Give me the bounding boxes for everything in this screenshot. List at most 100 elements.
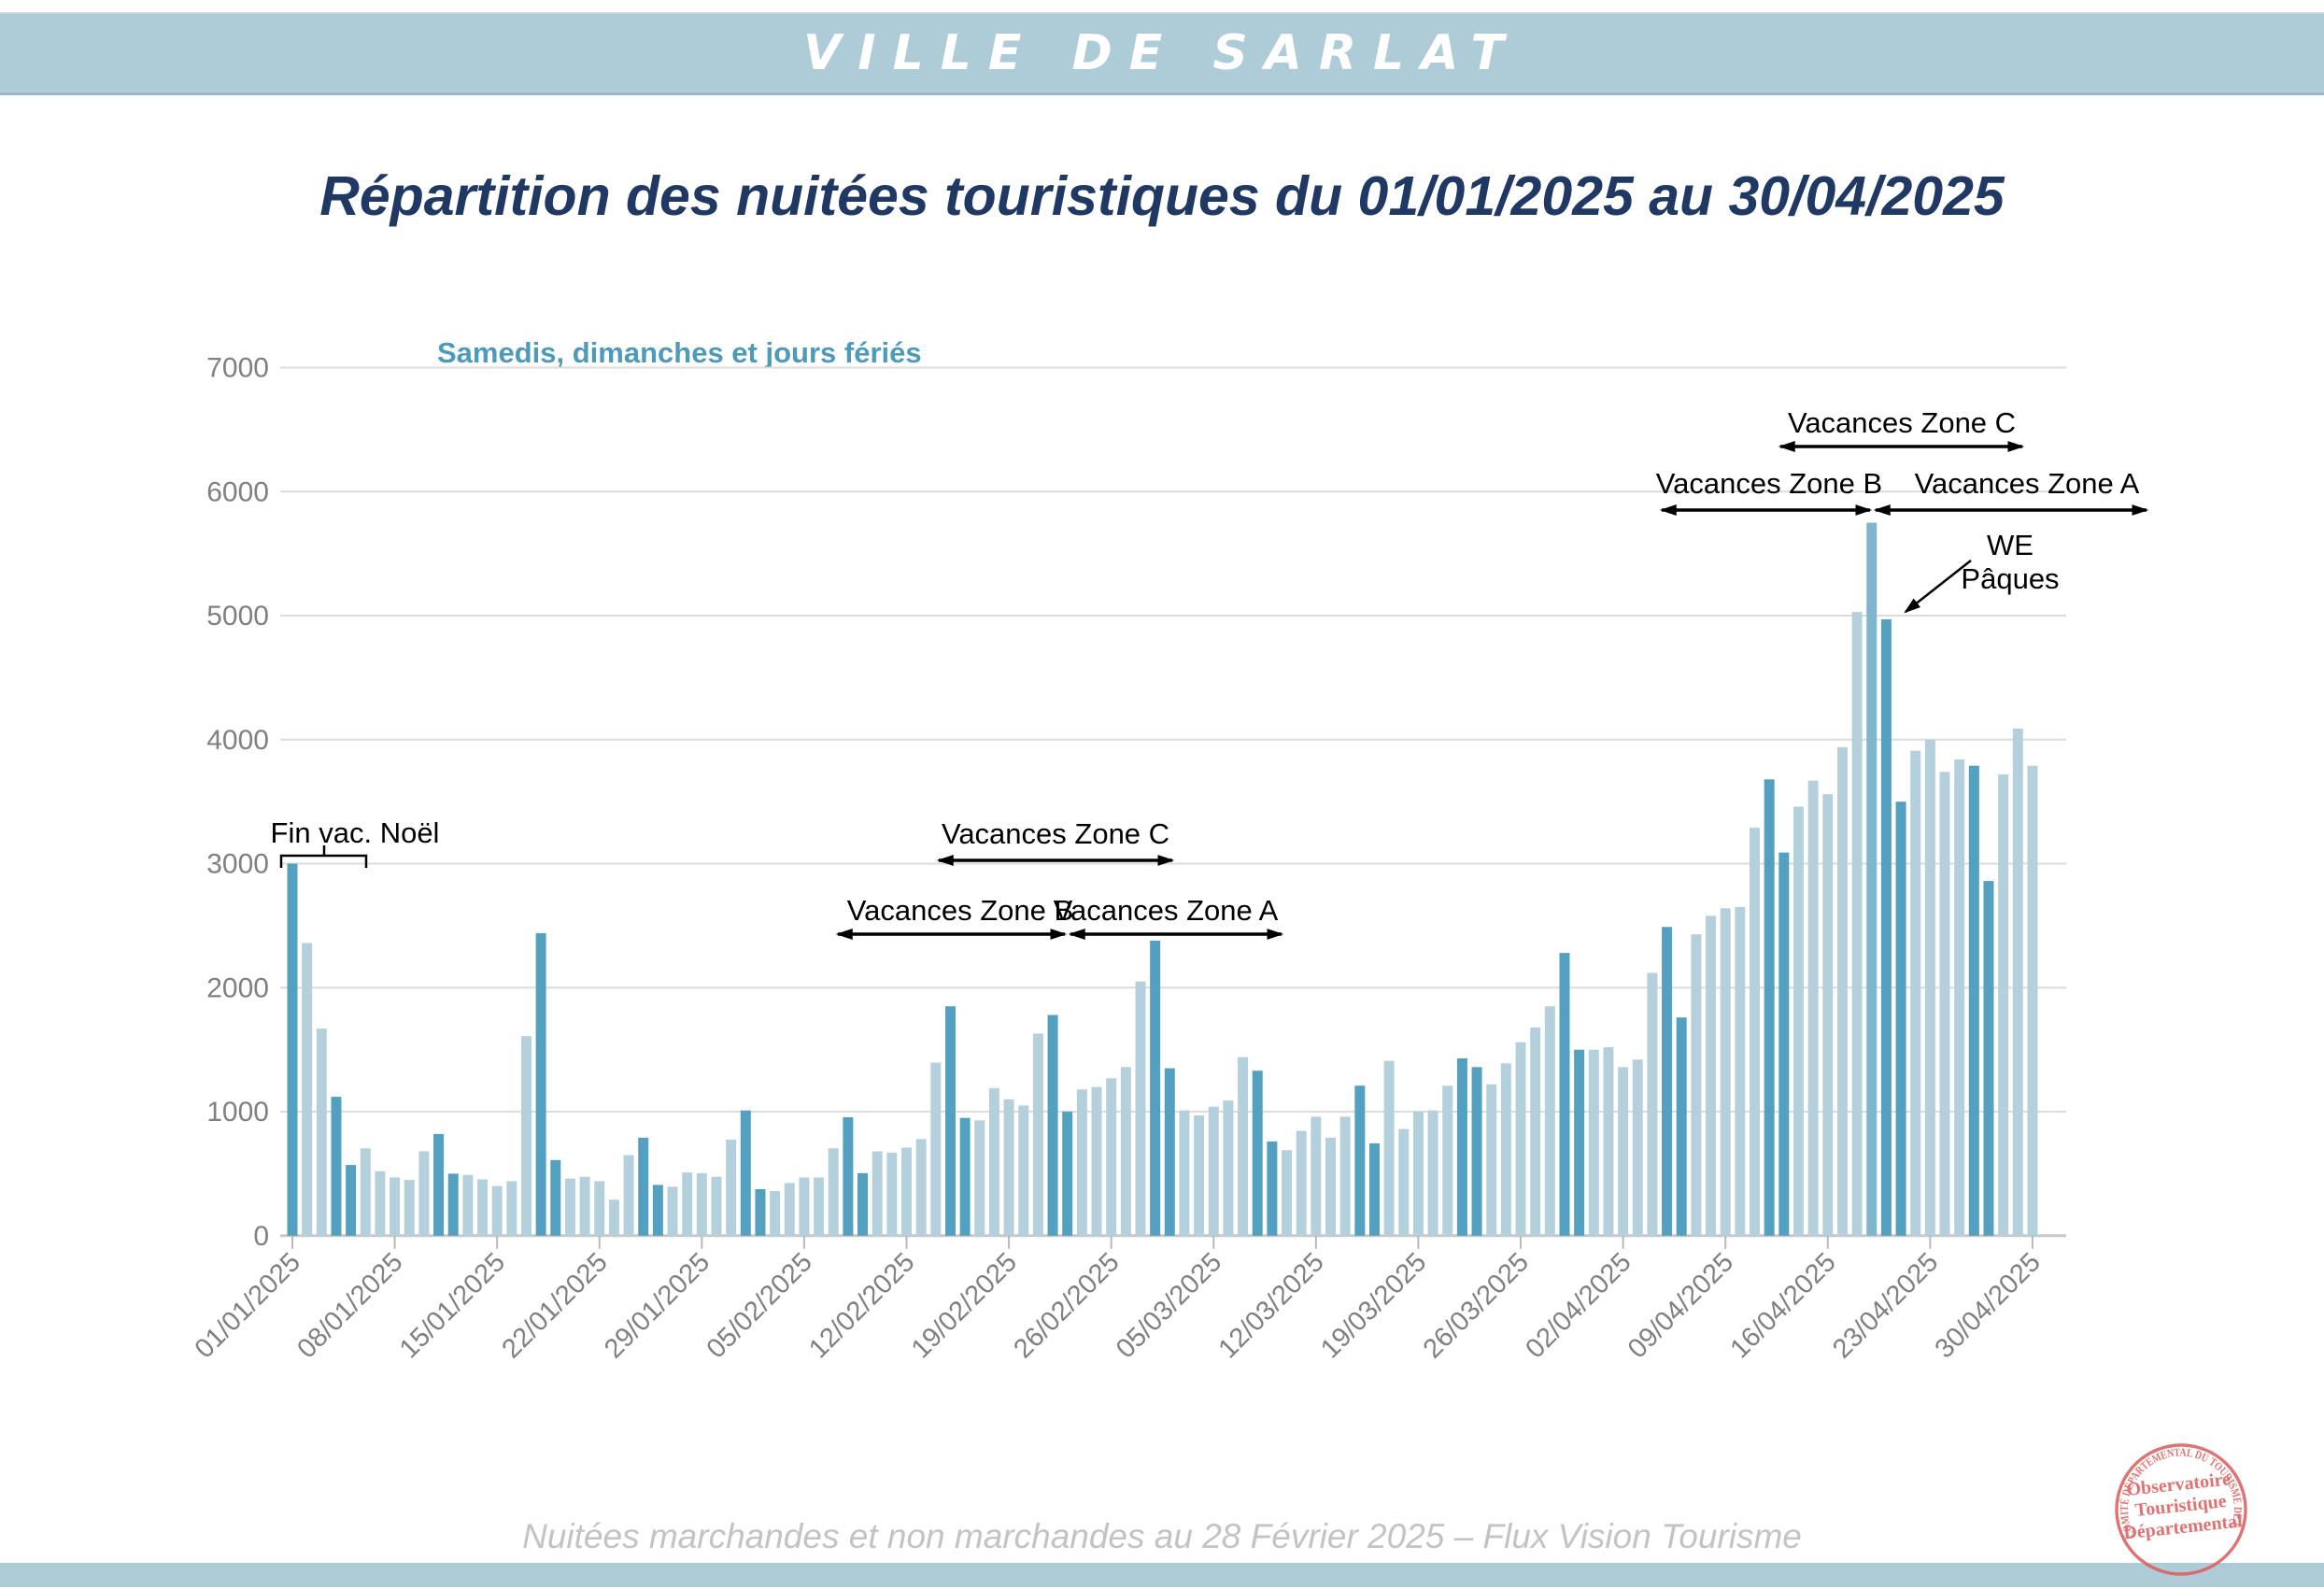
bar-23/03/2025 [1471,1067,1482,1236]
bar-25/03/2025 [1500,1063,1511,1236]
y-axis-label-7000: 7000 [206,353,269,384]
bar-30/04/2025 [2027,765,2038,1236]
bar-22/01/2025 [594,1181,605,1236]
bar-16/02/2025 [959,1117,971,1236]
y-axis-label-4000: 4000 [206,725,269,756]
bar-26/02/2025 [1106,1078,1117,1236]
bar-18/02/2025 [988,1087,999,1236]
bar-27/03/2025 [1530,1027,1541,1236]
bar-13/02/2025 [915,1139,927,1236]
bar-20/03/2025 [1427,1110,1438,1236]
vacances-zone-a-avril-label: Vacances Zone A [1915,467,2140,500]
bar-11/03/2025 [1296,1130,1307,1236]
bar-09/02/2025 [857,1172,869,1236]
bar-21/03/2025 [1442,1085,1453,1236]
bar-24/01/2025 [623,1155,634,1236]
bar-12/03/2025 [1311,1116,1322,1236]
bar-25/01/2025 [638,1137,649,1236]
y-axis-label-0: 0 [253,1221,269,1252]
bar-17/04/2025 [1836,746,1848,1236]
x-axis-label-12/02/2025: 12/02/2025 [803,1247,920,1364]
annotation-layer: Fin vac. Noël Vacances Zone C Vacances Zon… [271,406,2149,940]
x-axis-label-22/01/2025: 22/01/2025 [496,1247,613,1364]
bar-19/03/2025 [1412,1112,1424,1236]
bar-11/02/2025 [886,1152,898,1236]
bar-14/04/2025 [1793,806,1804,1236]
bar-02/02/2025 [755,1189,766,1236]
bar-15/03/2025 [1354,1085,1366,1236]
bar-30/03/2025 [1574,1049,1585,1236]
we-paques-label: WE [1987,529,2034,561]
legend-label: Samedis, dimanches et jours fériés [437,336,922,369]
bar-24/03/2025 [1486,1084,1497,1236]
x-axis-label-09/04/2025: 09/04/2025 [1623,1247,1739,1364]
bar-04/02/2025 [784,1183,795,1236]
bar-29/01/2025 [696,1172,707,1236]
y-axis-label-3000: 3000 [206,849,269,880]
we-paques-arrow [1904,560,1972,614]
bar-01/02/2025 [740,1110,751,1236]
bar-10/04/2025 [1735,907,1746,1236]
bar-01/04/2025 [1603,1047,1614,1236]
bar-05/04/2025 [1662,927,1673,1236]
bar-24/02/2025 [1076,1089,1087,1236]
x-axis-label-12/03/2025: 12/03/2025 [1213,1247,1330,1364]
bar-12/02/2025 [901,1147,913,1236]
bar-10/02/2025 [872,1151,883,1236]
bar-14/01/2025 [477,1179,489,1236]
bar-09/04/2025 [1720,908,1731,1236]
bar-27/01/2025 [667,1186,678,1236]
x-axis-label-08/01/2025: 08/01/2025 [291,1247,408,1364]
bar-18/04/2025 [1851,612,1863,1236]
bar-20/04/2025 [1880,619,1892,1236]
bar-07/04/2025 [1691,934,1702,1236]
header-band: VILLE DE SARLAT [0,12,2324,95]
bar-21/04/2025 [1895,802,1906,1236]
vacances-zone-b-avril-label: Vacances Zone B [1656,467,1882,500]
bar-17/02/2025 [974,1120,985,1236]
bar-29/03/2025 [1559,953,1570,1236]
bar-28/03/2025 [1544,1006,1555,1236]
bar-03/04/2025 [1632,1059,1643,1236]
y-axis-label-6000: 6000 [206,476,269,507]
bar-05/01/2025 [346,1165,357,1236]
bar-08/03/2025 [1252,1071,1263,1236]
x-axis-label-16/04/2025: 16/04/2025 [1724,1247,1841,1364]
stamp-circle [2115,1443,2247,1576]
bar-09/03/2025 [1267,1141,1278,1236]
bar-17/01/2025 [520,1036,531,1236]
bar-15/04/2025 [1807,780,1819,1236]
bar-11/04/2025 [1750,828,1760,1236]
bar-28/04/2025 [1998,774,2009,1236]
bar-19/01/2025 [550,1159,561,1236]
bar-06/03/2025 [1223,1100,1234,1236]
bar-07/01/2025 [375,1170,386,1236]
bar-03/02/2025 [770,1191,781,1236]
bar-14/03/2025 [1339,1116,1351,1236]
bar-19/04/2025 [1866,522,1878,1236]
footer-caption: Nuitées marchandes et non marchandes au … [522,1517,1802,1555]
bar-15/02/2025 [944,1006,956,1236]
fin-vac-noel-bracket [279,845,368,868]
bar-21/01/2025 [579,1176,590,1236]
bar-26/03/2025 [1515,1042,1526,1236]
page-title: Répartition des nuitées touristiques du … [319,165,2005,227]
we-paques-label-2: Pâques [1961,562,2059,595]
bar-20/02/2025 [1018,1105,1029,1236]
bar-16/03/2025 [1368,1142,1380,1236]
bar-23/02/2025 [1062,1112,1073,1236]
bar-12/01/2025 [447,1173,459,1236]
bar-11/01/2025 [433,1133,445,1236]
bar-28/01/2025 [682,1172,693,1236]
bar-06/02/2025 [814,1177,825,1236]
bar-08/01/2025 [390,1177,401,1236]
bar-09/01/2025 [404,1180,415,1236]
bars-layer [287,522,2038,1236]
vacances-zone-c-fevrier-label: Vacances Zone C [942,817,1169,850]
bar-24/04/2025 [1939,772,1950,1236]
bar-18/01/2025 [535,932,546,1236]
bar-16/01/2025 [506,1181,517,1236]
bar-27/02/2025 [1120,1067,1131,1236]
bar-22/02/2025 [1047,1014,1058,1236]
